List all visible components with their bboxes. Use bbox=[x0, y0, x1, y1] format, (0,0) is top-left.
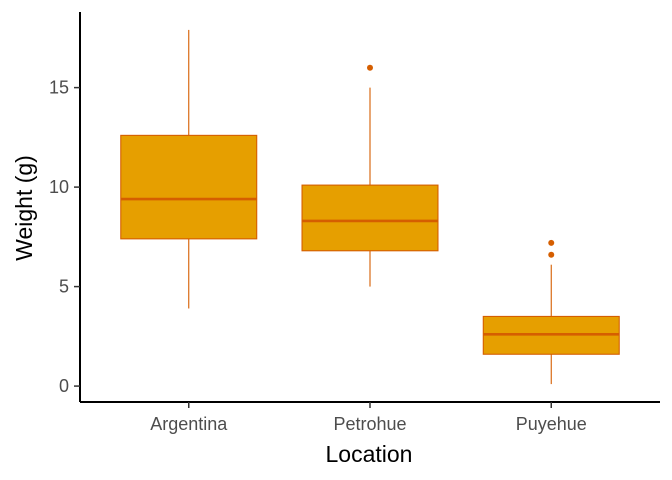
y-axis: 0 5 10 15 bbox=[49, 12, 81, 402]
x-tick-label-puyehue: Puyehue bbox=[516, 414, 587, 434]
x-tick-label-argentina: Argentina bbox=[150, 414, 228, 434]
y-tick-label-10: 10 bbox=[49, 177, 69, 197]
y-tick-label-5: 5 bbox=[59, 277, 69, 297]
outlier-point-puyehue-0 bbox=[548, 251, 555, 258]
x-axis-title: Location bbox=[326, 441, 413, 467]
y-tick-label-0: 0 bbox=[59, 376, 69, 396]
x-tick-label-petrohue: Petrohue bbox=[333, 414, 406, 434]
box-group-puyehue bbox=[482, 239, 620, 385]
plot-area bbox=[120, 29, 620, 385]
outlier-point-petrohue-0 bbox=[367, 64, 373, 71]
box-argentina bbox=[120, 134, 258, 240]
y-axis-title: Weight (g) bbox=[11, 155, 37, 261]
x-axis: Argentina Petrohue Puyehue bbox=[80, 401, 660, 434]
outlier-point-puyehue-1 bbox=[548, 239, 555, 246]
box-group-petrohue bbox=[301, 64, 439, 287]
box-group-argentina bbox=[120, 29, 258, 309]
y-tick-label-15: 15 bbox=[49, 78, 69, 98]
box-petrohue bbox=[301, 184, 439, 252]
